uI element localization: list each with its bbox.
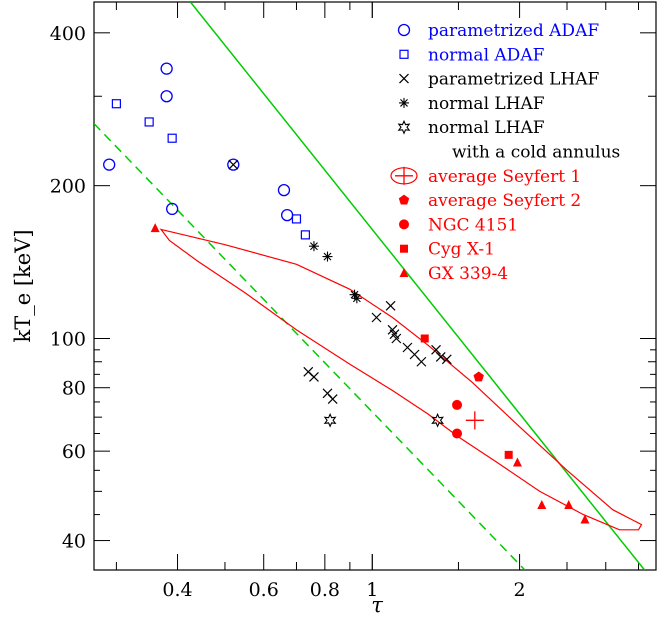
x-axis-title: τ [371,593,383,617]
legend-label: normal LHAF [428,94,545,114]
data-point [281,208,294,222]
legend-item: normal LHAF [399,94,545,114]
legend-item: average Seyfert 1 [390,166,581,187]
y-tick-label: 400 [50,23,86,45]
legend-marker [400,244,408,253]
legend-marker [399,73,409,84]
x-tick-label: 0.8 [310,579,340,601]
x-tick-label: 1 [366,579,378,601]
legend-marker [399,219,409,230]
data-point [111,99,121,109]
data-point [420,334,429,343]
y-tick-label: 60 [62,441,86,463]
legend-item: with a cold annulus [452,143,620,163]
data-point [431,412,444,428]
data-point [277,183,291,197]
legend-item: normal ADAF [399,45,545,65]
plot-area [94,2,646,570]
data-point [580,514,590,524]
legend-item: normal LHAF [397,118,545,138]
data-point [327,394,338,404]
solid-green-line [189,2,646,570]
x-tick-label: 0.6 [249,579,279,601]
data-point [431,344,441,355]
data-point [452,428,463,439]
legend-item: GX 339-4 [399,264,508,284]
data-point [322,251,333,262]
y-tick-label: 80 [62,378,86,400]
data-point [291,214,302,224]
legend-item: average Seyfert 2 [398,191,581,211]
dashed-green-line [94,123,526,570]
legend-label: average Seyfert 2 [428,191,581,211]
legend-item: parametrized ADAF [397,21,599,41]
legend-label: GX 339-4 [428,264,508,284]
data-point [308,241,319,252]
data-point [473,371,484,382]
data-point [512,457,522,467]
data-point [351,293,362,304]
data-point [167,133,177,143]
axis-ticks: 40 60 80 100 200 400 0.4 0.6 0.8 1 2 [50,2,656,601]
data-point [103,158,116,171]
x-tick-label: 0.4 [162,579,192,601]
legend-label: normal ADAF [428,45,545,65]
data-point [166,202,179,216]
data-point [300,230,310,240]
data-point [227,158,240,171]
x-tick-label: 2 [514,579,526,601]
legend-marker [398,194,410,205]
legend-marker [399,97,409,108]
data-point [391,333,402,344]
legend-marker [399,268,409,277]
data-point [144,117,154,127]
y-axis-title: kT_e [keV] [11,229,35,342]
data-point [309,372,319,382]
legend-marker [399,49,409,59]
data-point [465,411,484,430]
data-point [452,399,463,410]
data-point [150,223,160,233]
data-point [228,159,239,170]
legend-label: parametrized ADAF [428,21,599,41]
data-point [537,499,547,509]
legend-label: with a cold annulus [452,143,620,163]
data-point [416,356,427,367]
legend-label: NGC 4151 [428,215,518,235]
data-point [441,354,452,365]
legend-item: NGC 4151 [399,215,518,235]
data-point [385,300,396,311]
y-tick-label: 100 [50,329,86,351]
legend-label: parametrized LHAF [428,70,600,90]
legend-marker [395,166,413,185]
data-point [160,90,173,103]
legend-label: normal LHAF [428,118,545,138]
legend-item: parametrized LHAF [399,70,600,90]
legend-label: average Seyfert 1 [428,167,581,187]
legend-item: Cyg X-1 [400,240,495,260]
y-tick-label: 40 [62,531,86,553]
data-point [160,62,173,75]
legend: parametrized ADAF normal ADAF parametrized… [390,21,620,284]
data-point [504,450,513,459]
data-point [564,499,574,509]
legend-label: Cyg X-1 [428,240,495,260]
seyfert-confidence-contour [159,228,643,531]
legend-marker [397,23,411,37]
plot-frame [93,1,657,571]
data-point [435,351,446,362]
data-point [323,412,337,428]
data-point [371,312,382,323]
y-tick-label: 200 [50,176,86,198]
legend-marker [397,119,411,135]
